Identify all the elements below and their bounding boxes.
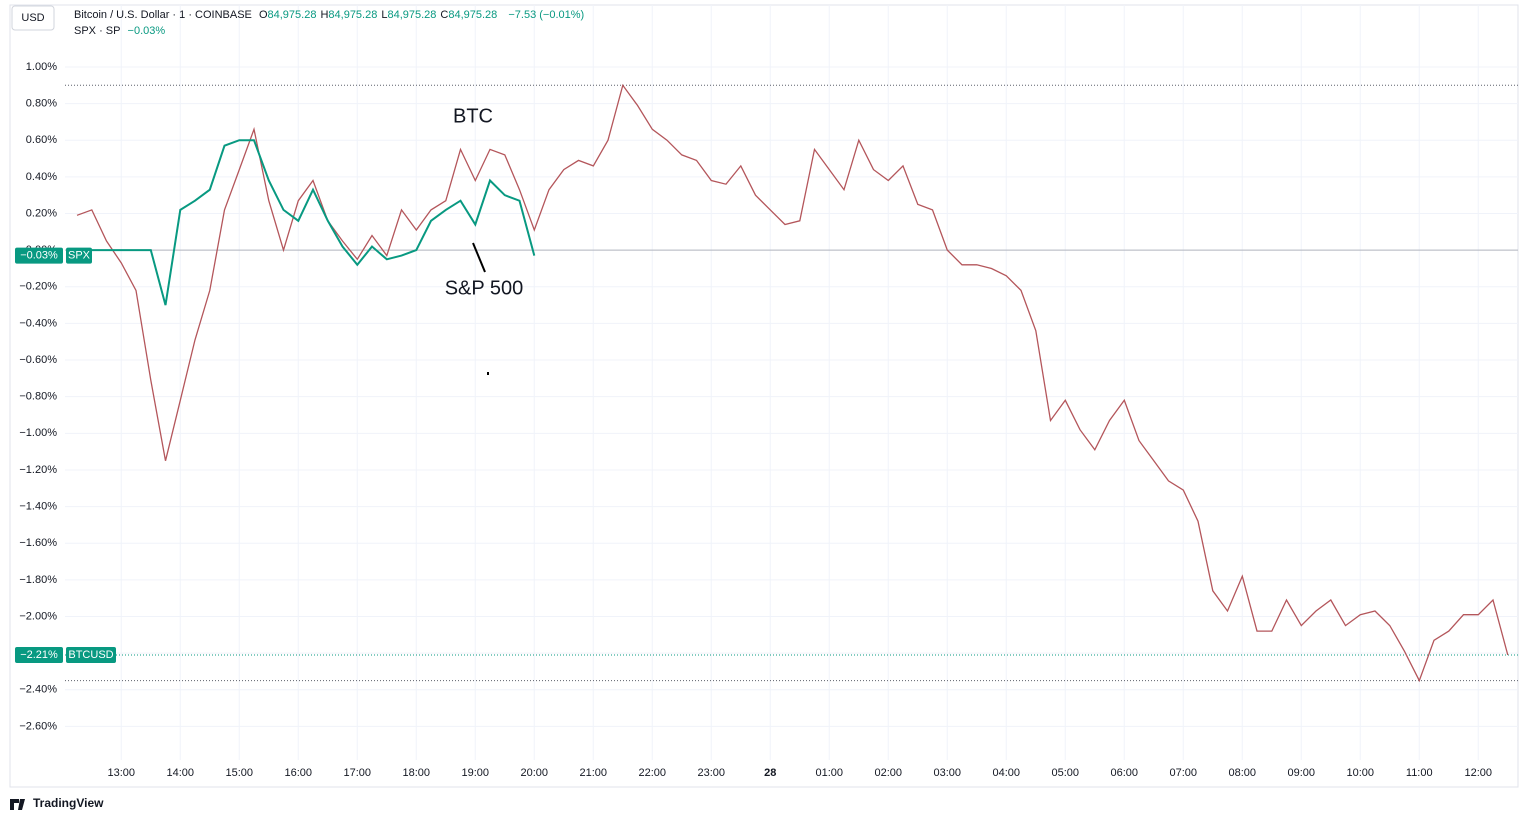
series-tag: BTCUSD — [68, 649, 113, 661]
y-tick-label: 1.00% — [26, 61, 57, 73]
x-tick-label: 14:00 — [166, 767, 194, 779]
x-tick-label: 17:00 — [343, 767, 371, 779]
annotation: S&P 500 — [445, 277, 524, 299]
legend-compare: SPX · SP −0.03% — [74, 25, 169, 37]
x-tick-label: 12:00 — [1464, 767, 1492, 779]
last-value-label: −0.03% — [20, 250, 58, 262]
x-tick-label: 28 — [764, 767, 776, 779]
y-tick-label: −1.20% — [19, 464, 57, 476]
x-tick-label: 08:00 — [1228, 767, 1256, 779]
x-tick-label: 06:00 — [1110, 767, 1138, 779]
x-tick-label: 21:00 — [579, 767, 607, 779]
brand-logo — [10, 799, 25, 810]
change: −7.53 (−0.01%) — [508, 9, 585, 21]
x-tick-label: 19:00 — [461, 767, 489, 779]
labels: 1.00%0.80%0.60%0.40%0.20%0.00%−0.20%−0.4… — [15, 61, 1492, 779]
x-tick-label: 11:00 — [1406, 767, 1433, 779]
y-tick-label: −1.40% — [19, 500, 57, 512]
y-tick-label: −0.60% — [19, 354, 57, 366]
x-tick-label: 03:00 — [933, 767, 961, 779]
ohlc-value: 84,975.28 — [387, 9, 437, 21]
last-value-box — [15, 646, 63, 663]
series-tag: SPX — [68, 250, 91, 262]
annotation-dot — [487, 372, 489, 375]
ohlc-key: H — [320, 9, 329, 21]
symbol-title[interactable]: Bitcoin / U.S. Dollar · 1 · COINBASE — [74, 9, 252, 21]
currency[interactable]: USD — [21, 12, 44, 24]
x-tick-label: 05:00 — [1051, 767, 1079, 779]
compare-symbol[interactable]: SPX · SP — [74, 25, 121, 37]
x-tick-label: 22:00 — [638, 767, 666, 779]
x-tick-label: 04:00 — [992, 767, 1020, 779]
y-tick-label: −0.40% — [19, 317, 57, 329]
y-tick-label: −2.00% — [19, 610, 57, 622]
y-tick-label: 0.80% — [26, 98, 57, 110]
last-value-box — [15, 247, 63, 264]
x-tick-label: 13:00 — [107, 767, 135, 779]
x-tick-label: 02:00 — [874, 767, 902, 779]
annotation-pointer — [472, 242, 486, 273]
x-tick-label: 07:00 — [1169, 767, 1197, 779]
y-tick-label: 0.60% — [26, 134, 57, 146]
ohlc-value: 84,975.28 — [328, 9, 378, 21]
x-tick-label: 23:00 — [697, 767, 725, 779]
series-tag-box — [66, 646, 116, 663]
brand: TradingView — [33, 796, 104, 810]
series-line — [76, 83, 1509, 683]
annotation: BTC — [453, 105, 493, 127]
ohlc-key: C — [440, 9, 449, 21]
x-tick-label: 15:00 — [225, 767, 253, 779]
currency-box[interactable] — [11, 5, 55, 31]
y-tick-label: −1.60% — [19, 537, 57, 549]
y-tick-label: −1.00% — [19, 427, 57, 439]
series-line — [77, 139, 536, 306]
compare-change: −0.03% — [127, 25, 166, 37]
grid — [65, 5, 1518, 760]
chart-frame — [9, 4, 1519, 788]
y-tick-label: 0.20% — [26, 207, 57, 219]
ohlc-key: O — [258, 9, 268, 21]
y-tick-label: 0.40% — [26, 171, 57, 183]
ohlc-key: L — [381, 9, 388, 21]
x-tick-label: 16:00 — [284, 767, 312, 779]
y-tick-label: −0.20% — [19, 281, 57, 293]
series-tag-box — [66, 247, 92, 264]
x-tick-label: 18:00 — [402, 767, 430, 779]
x-tick-label: 10:00 — [1346, 767, 1374, 779]
ohlc: O84,975.28 H84,975.28 L84,975.28 C84,975.28 — [259, 9, 501, 21]
x-tick-label: 20:00 — [520, 767, 548, 779]
x-tick-label: 01:00 — [815, 767, 843, 779]
x-tick-label: 09:00 — [1287, 767, 1315, 779]
y-tick-label: −0.80% — [19, 391, 57, 403]
ohlc-value: 84,975.28 — [267, 9, 317, 21]
ohlc-value: 84,975.28 — [448, 9, 498, 21]
y-tick-label: −2.40% — [19, 684, 57, 696]
y-tick-label: −1.80% — [19, 574, 57, 586]
legend-main: Bitcoin / U.S. Dollar · 1 · COINBASE O84… — [74, 9, 588, 21]
y-tick-label: −2.60% — [19, 720, 57, 732]
last-value-label: −2.21% — [20, 649, 58, 661]
plot — [76, 83, 1509, 683]
